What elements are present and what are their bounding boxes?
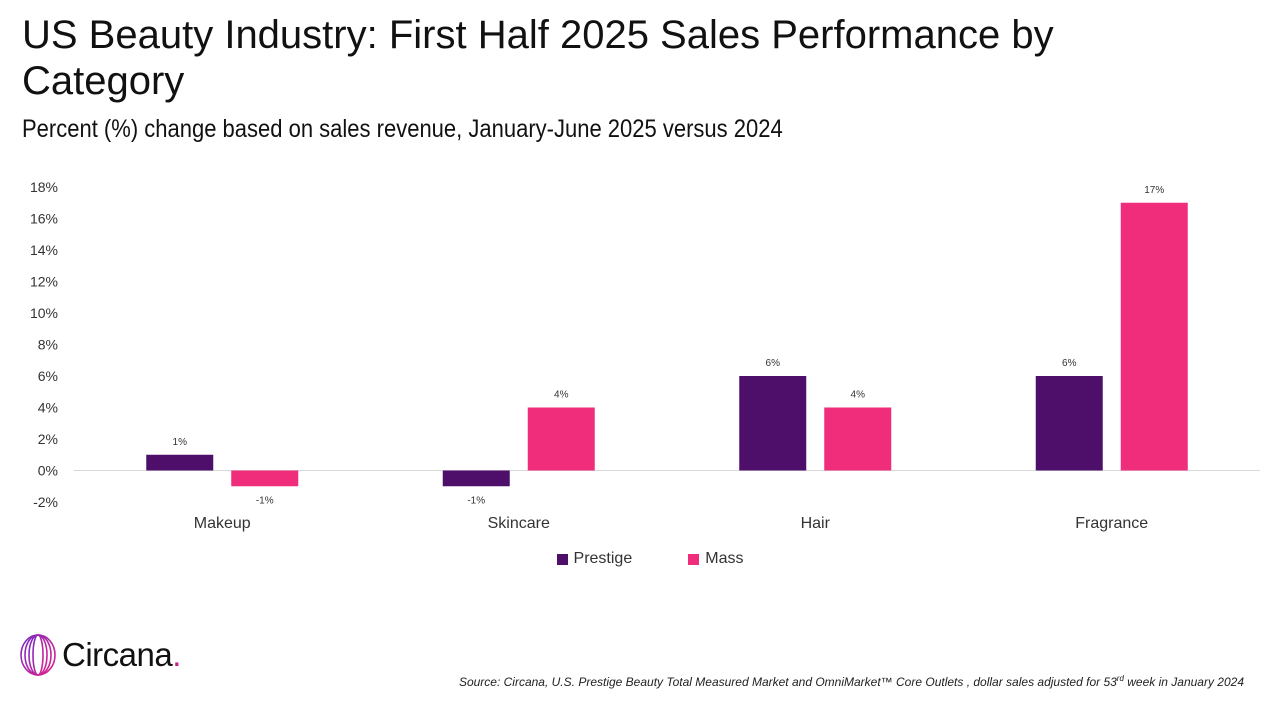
y-tick-label: 6%	[38, 368, 58, 384]
legend-swatch-prestige	[556, 553, 568, 565]
chart-legend: Prestige Mass	[0, 550, 1280, 568]
y-tick-label: 2%	[38, 431, 58, 447]
chart-title: US Beauty Industry: First Half 2025 Sale…	[22, 13, 1054, 103]
bar-prestige-hair	[739, 376, 807, 471]
logo-dot: .	[172, 636, 181, 673]
bar-mass-fragrance	[1120, 202, 1188, 471]
bar-mass-hair	[824, 407, 892, 471]
data-label: -1%	[467, 495, 485, 506]
x-category-label: Fragrance	[1075, 515, 1148, 532]
circana-logo: Circana.	[18, 630, 181, 680]
bar-prestige-makeup	[146, 454, 214, 471]
data-label: 6%	[1062, 358, 1077, 369]
y-tick-label: 0%	[38, 463, 58, 479]
source-text-end: week in January 2024	[1123, 675, 1244, 689]
bar-mass-makeup	[231, 470, 299, 487]
y-tick-label: 14%	[30, 242, 58, 258]
data-label: 17%	[1144, 185, 1164, 196]
y-tick-label: 16%	[30, 211, 58, 227]
circana-logo-text: Circana.	[62, 636, 181, 674]
y-tick-label: 4%	[38, 400, 58, 416]
data-label: 4%	[554, 390, 569, 401]
data-label: 1%	[173, 437, 188, 448]
y-tick-label: -2%	[33, 494, 58, 510]
legend-item-mass: Mass	[688, 550, 743, 568]
circana-logo-icon	[20, 634, 56, 676]
legend-label-prestige: Prestige	[573, 550, 633, 567]
source-text-main: Source: Circana, U.S. Prestige Beauty To…	[458, 675, 1117, 689]
bar-mass-skincare	[527, 407, 595, 471]
legend-label-mass: Mass	[705, 550, 744, 567]
source-note: Source: Circana, U.S. Prestige Beauty To…	[459, 674, 1244, 689]
x-category-label: Hair	[801, 515, 831, 532]
y-tick-label: 10%	[30, 305, 58, 321]
bar-prestige-fragrance	[1035, 376, 1103, 471]
legend-swatch-mass	[688, 553, 700, 565]
logo-name: Circana	[62, 636, 173, 673]
y-tick-label: 8%	[38, 337, 58, 353]
data-label: 4%	[851, 390, 866, 401]
y-tick-label: 12%	[30, 274, 58, 290]
source-superscript: rd	[1116, 674, 1124, 683]
data-label: -1%	[256, 495, 274, 506]
bar-prestige-skincare	[442, 470, 510, 487]
y-tick-label: 18%	[30, 179, 58, 195]
chart-subtitle: Percent (%) change based on sales revenu…	[22, 115, 783, 143]
x-category-label: Skincare	[488, 515, 550, 532]
x-category-label: Makeup	[194, 515, 251, 532]
data-label: 6%	[766, 358, 781, 369]
legend-item-prestige: Prestige	[556, 550, 633, 568]
